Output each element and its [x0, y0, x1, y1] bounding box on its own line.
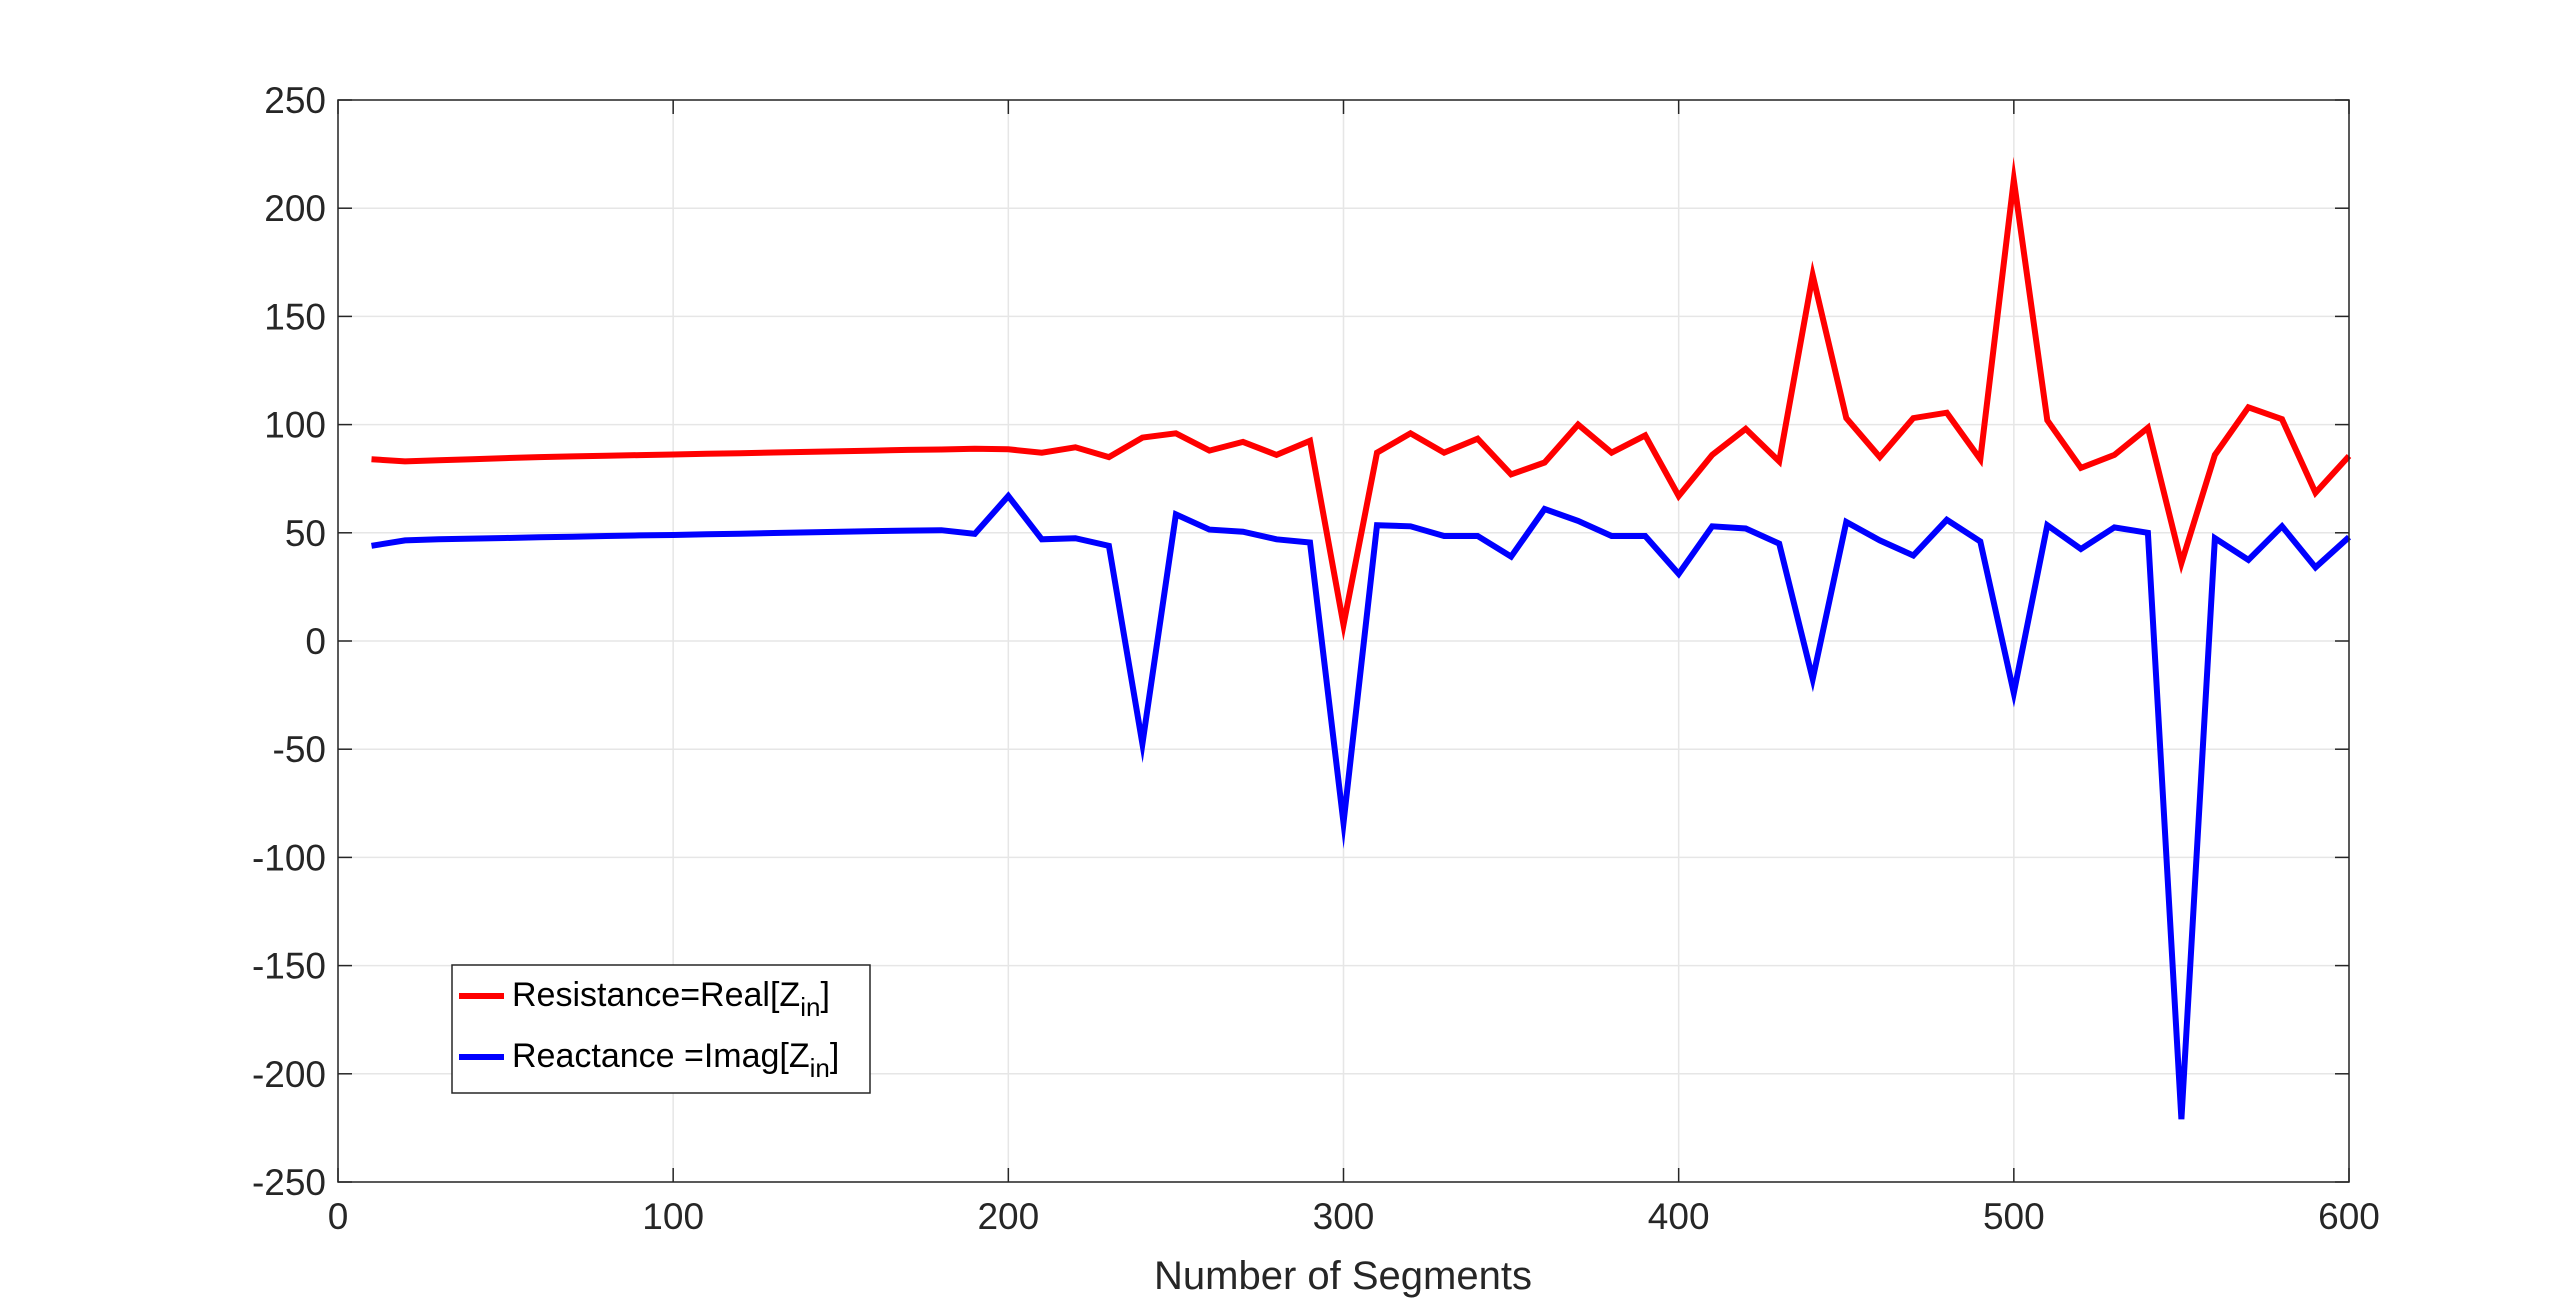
series-line-resistance: [371, 156, 2352, 642]
y-tick-label: 200: [264, 188, 326, 229]
y-tick-label: 250: [264, 80, 326, 121]
y-tick-label: 0: [305, 621, 326, 662]
x-tick-label: 0: [328, 1196, 349, 1237]
x-tick-label: 300: [1313, 1196, 1375, 1237]
ticks: 0 100 200 300 400 500 600250200150100500-50-10…: [252, 80, 2380, 1237]
x-tick-label: 100: [642, 1196, 704, 1237]
x-axis-title: Number of Segments: [1154, 1254, 1532, 1298]
y-tick-label: -50: [273, 729, 326, 770]
y-tick-label: -200: [252, 1054, 326, 1095]
legend: Resistance=Real[Zin] Reactance =Imag[Zin…: [451, 964, 871, 1094]
legend-box: [451, 964, 871, 1094]
legend-label-resistance: Resistance=Real[Zin]: [512, 976, 830, 1022]
series-line-reactance: [371, 491, 2352, 1120]
x-tick-label: 200: [977, 1196, 1039, 1237]
y-tick-label: 100: [264, 405, 326, 446]
y-tick-label: 50: [285, 513, 326, 554]
legend-label-reactance: Reactance =Imag[Zin]: [512, 1037, 839, 1083]
y-tick-label: -250: [252, 1162, 326, 1203]
y-tick-label: -100: [252, 837, 326, 878]
series-group: [371, 156, 2352, 1120]
x-tick-label: 600: [2318, 1196, 2380, 1237]
y-tick-label: 150: [264, 296, 326, 337]
x-tick-label: 400: [1648, 1196, 1710, 1237]
x-tick-label: 500: [1983, 1196, 2045, 1237]
y-tick-label: -150: [252, 946, 326, 987]
